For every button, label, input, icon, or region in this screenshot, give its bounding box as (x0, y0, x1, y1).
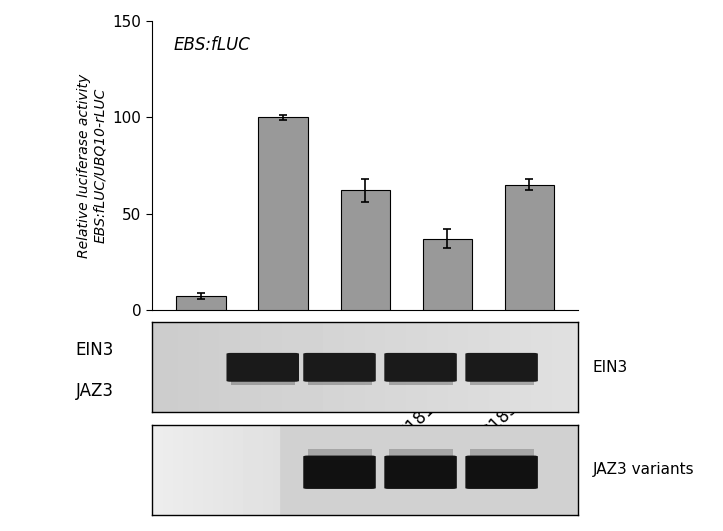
FancyBboxPatch shape (466, 353, 538, 382)
Y-axis label: Relative luciferase activity
EBS:fLUC/UBQ10-rLUC: Relative luciferase activity EBS:fLUC/UB… (77, 73, 107, 258)
Text: EBS:fLUC: EBS:fLUC (174, 36, 250, 54)
Bar (388, 380, 453, 386)
Text: JAZ3 variants: JAZ3 variants (593, 463, 695, 477)
Bar (307, 449, 372, 457)
FancyBboxPatch shape (385, 353, 457, 382)
FancyBboxPatch shape (303, 456, 376, 489)
FancyBboxPatch shape (385, 456, 457, 489)
Bar (341, 191, 390, 310)
FancyBboxPatch shape (226, 353, 299, 382)
Text: JAZ3: JAZ3 (75, 382, 114, 399)
Text: I181G: I181G (399, 390, 447, 438)
Text: WT: WT (352, 382, 378, 399)
Text: G185A: G185A (477, 390, 529, 443)
Bar (470, 380, 534, 386)
Bar (176, 296, 226, 310)
Bar (231, 380, 295, 386)
Bar (470, 449, 534, 457)
Text: -: - (198, 341, 204, 359)
Text: +: + (522, 341, 536, 359)
Text: EIN3: EIN3 (593, 360, 628, 375)
Bar (388, 449, 453, 457)
Bar (422, 238, 472, 310)
Text: +: + (276, 341, 290, 359)
Bar (307, 380, 372, 386)
FancyBboxPatch shape (303, 353, 376, 382)
Text: -: - (280, 382, 286, 399)
FancyBboxPatch shape (466, 456, 538, 489)
Text: EIN3: EIN3 (75, 341, 114, 359)
Bar (259, 117, 308, 310)
Bar (505, 185, 554, 310)
Text: +: + (358, 341, 372, 359)
Text: +: + (440, 341, 454, 359)
Text: -: - (198, 382, 204, 399)
